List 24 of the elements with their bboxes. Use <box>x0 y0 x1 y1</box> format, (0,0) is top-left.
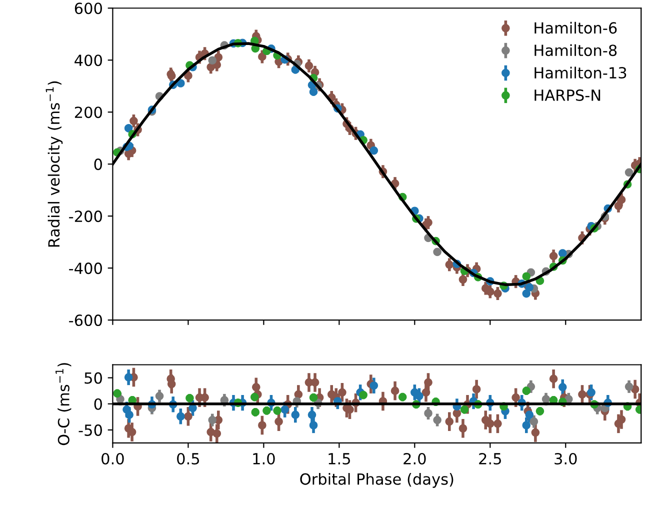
y-axis-title: O-C (ms$^{−1}$) <box>56 363 72 446</box>
y-tick-label: -600 <box>69 314 102 326</box>
y-tick-label: 0 <box>94 398 102 410</box>
y-tick-label: 50 <box>84 372 102 384</box>
y-tick-label: 600 <box>74 2 102 14</box>
x-tick-label: 0.0 <box>102 452 124 465</box>
x-tick-label: 2.5 <box>479 452 501 465</box>
x-tick-label: 0.5 <box>177 452 200 465</box>
y-tick-label: -50 <box>78 424 102 436</box>
x-tick-label: 1.5 <box>328 453 350 465</box>
x-tick-label: 3.0 <box>554 452 577 465</box>
legend-label: HARPS-N <box>534 89 600 101</box>
y-axis-title: Radial velocity (ms$^{−1}$) <box>46 81 63 247</box>
legend-label: Hamilton-6 <box>534 22 617 34</box>
legend-label: Hamilton-13 <box>534 66 626 79</box>
y-tick-label: -400 <box>69 262 102 274</box>
y-tick-label: 200 <box>74 106 102 118</box>
x-axis-title: Orbital Phase (days) <box>300 473 454 488</box>
legend-label: Hamilton-8 <box>534 44 617 56</box>
y-tick-label: 400 <box>74 54 102 66</box>
y-tick-label: 0 <box>94 158 102 170</box>
x-tick-label: 2.0 <box>404 452 426 465</box>
y-tick-label: -200 <box>69 210 102 222</box>
x-tick-label: 1.0 <box>253 452 275 465</box>
